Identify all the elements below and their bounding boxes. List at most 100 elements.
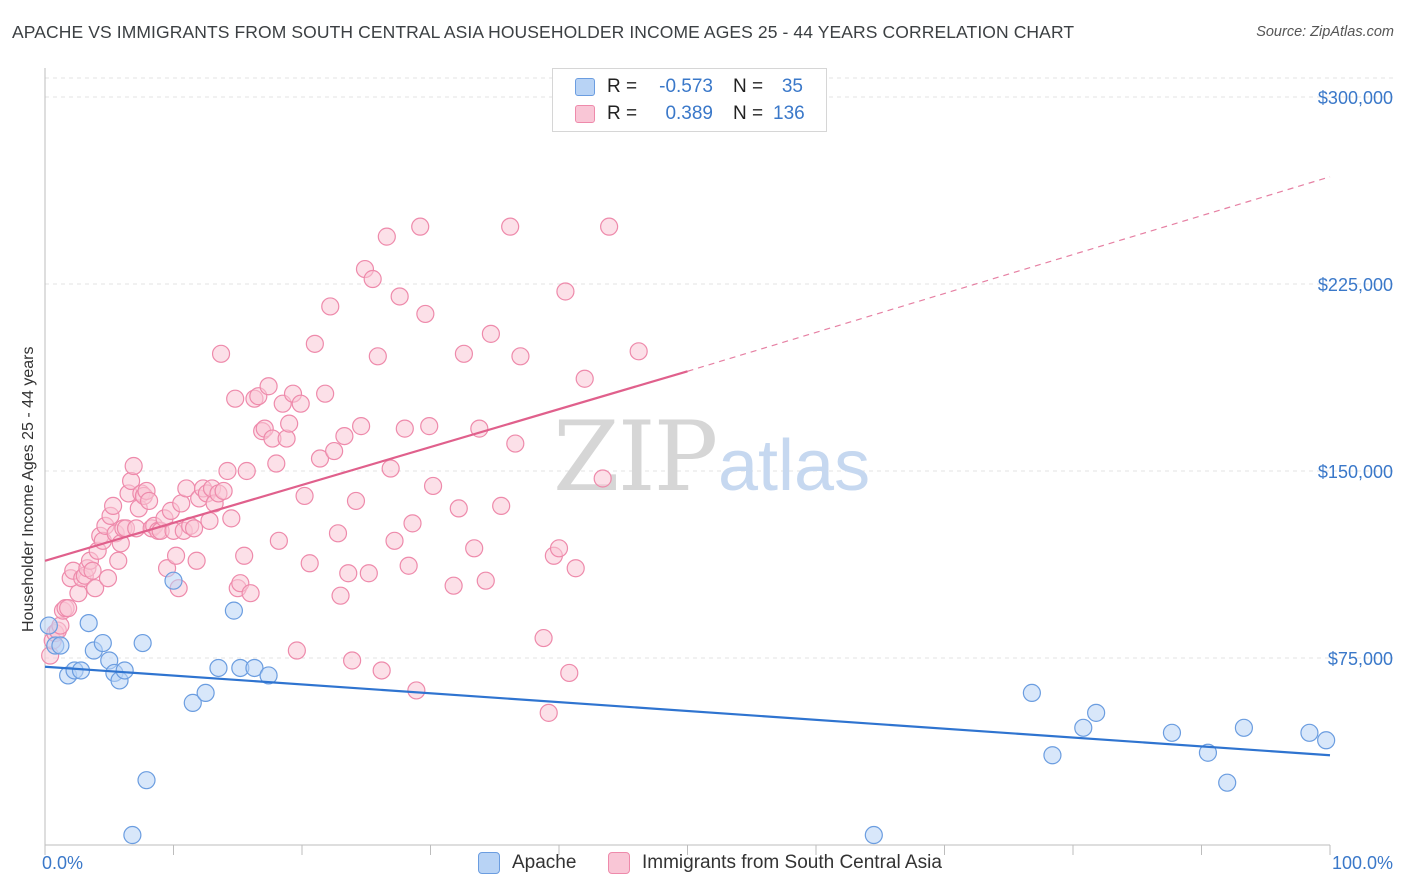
- immigrants-point-96: [343, 651, 362, 670]
- immigrants-point-63: [218, 461, 237, 481]
- immigrants-point-46: [166, 546, 186, 565]
- immigrants-point-98: [352, 417, 371, 436]
- apache-point-22: [245, 658, 264, 678]
- watermark-zip: ZIP: [553, 401, 716, 513]
- legend-row-immigrants: R = 0.389 N = 136: [575, 101, 805, 127]
- immigrants-trend-line: [44, 370, 688, 562]
- immigrants-point-103: [372, 661, 391, 680]
- immigrants-point-104: [377, 227, 396, 246]
- immigrants-point-37: [139, 491, 159, 511]
- immigrants-point-114: [420, 417, 439, 436]
- immigrants-point-62: [214, 481, 233, 501]
- immigrants-point-64: [222, 509, 241, 528]
- immigrants-point-84: [291, 394, 310, 413]
- immigrants-point-16: [86, 579, 105, 598]
- apache-point-0: [39, 616, 58, 635]
- immigrants-point-106: [385, 531, 404, 550]
- apache-point-20: [224, 601, 243, 620]
- immigrants-point-112: [411, 217, 430, 236]
- apache-legend-label: Apache: [512, 852, 577, 873]
- apache-swatch: [575, 78, 595, 96]
- immigrants-point-118: [454, 344, 474, 363]
- immigrants-points: [41, 217, 648, 722]
- immigrants-point-131: [556, 282, 575, 301]
- immigrants-point-68: [235, 546, 254, 565]
- legend-row-apache: R = -0.573 N = 35: [575, 74, 803, 100]
- immigrants-point-94: [335, 426, 354, 446]
- immigrants-point-7: [59, 599, 78, 618]
- legend-r-value: -0.573: [659, 76, 713, 97]
- immigrants-point-69: [237, 461, 256, 481]
- immigrants-point-110: [403, 514, 422, 533]
- immigrants-point-61: [211, 344, 231, 363]
- immigrants-point-125: [506, 434, 525, 453]
- apache-point-34: [1317, 731, 1336, 750]
- legend-item-immigrants[interactable]: Immigrants from South Central Asia: [608, 852, 942, 874]
- y-tick-label-1: $150,000: [1318, 462, 1393, 482]
- immigrants-point-91: [325, 441, 344, 461]
- legend-n-label: N =: [733, 76, 764, 97]
- immigrants-point-65: [226, 389, 245, 408]
- apache-point-2: [51, 636, 70, 655]
- immigrants-point-130: [549, 539, 569, 558]
- immigrants-point-119: [465, 539, 484, 558]
- y-tick-label-0: $75,000: [1328, 649, 1393, 669]
- immigrants-point-78: [269, 531, 288, 550]
- apache-point-23: [259, 666, 278, 685]
- immigrants-point-77: [267, 454, 286, 473]
- apache-point-15: [137, 771, 156, 790]
- immigrants-point-123: [492, 496, 511, 516]
- apache-point-8: [93, 633, 112, 653]
- immigrants-point-113: [416, 304, 435, 324]
- legend-n-value: 136: [773, 103, 805, 124]
- legend-n-value: 35: [781, 76, 803, 97]
- immigrants-point-92: [328, 524, 348, 543]
- y-tick-label-3: $300,000: [1318, 88, 1393, 108]
- immigrants-point-122: [481, 324, 500, 343]
- legend-r-label: R =: [607, 103, 638, 124]
- apache-point-30: [1198, 743, 1218, 762]
- immigrants-point-81: [280, 414, 299, 433]
- immigrants-point-97: [346, 491, 366, 511]
- y-tick-label-2: $225,000: [1318, 275, 1393, 295]
- apache-point-32: [1234, 718, 1254, 737]
- immigrants-point-87: [305, 334, 324, 353]
- x-tick-label-0: 0.0%: [42, 853, 83, 873]
- immigrants-point-52: [184, 519, 204, 538]
- immigrants-point-23: [104, 496, 123, 516]
- immigrants-point-89: [316, 384, 335, 403]
- immigrants-legend-swatch: [608, 852, 630, 874]
- immigrants-point-80: [277, 429, 296, 448]
- immigrants-point-31: [124, 456, 143, 476]
- immigrants-trend-extension: [687, 176, 1331, 372]
- apache-point-14: [133, 633, 152, 653]
- immigrants-point-108: [395, 419, 414, 438]
- chart-title: APACHE VS IMMIGRANTS FROM SOUTH CENTRAL …: [12, 22, 1075, 42]
- immigrants-point-137: [629, 342, 648, 361]
- immigrants-point-10: [69, 584, 88, 603]
- immigrants-point-136: [600, 217, 619, 236]
- apache-point-27: [1074, 718, 1093, 737]
- apache-point-33: [1300, 723, 1319, 742]
- immigrants-point-70: [241, 584, 260, 603]
- immigrants-point-121: [476, 571, 495, 590]
- legend-item-apache[interactable]: Apache: [478, 852, 576, 874]
- immigrants-point-25: [109, 551, 128, 570]
- apache-trend-line: [44, 665, 1331, 757]
- apache-point-17: [183, 693, 202, 712]
- watermark-atlas: atlas: [718, 426, 870, 506]
- immigrants-point-105: [381, 459, 400, 478]
- apache-point-28: [1087, 703, 1106, 722]
- ticks: $75,000 $150,000 $225,000 $300,000: [44, 88, 1393, 855]
- immigrants-point-124: [501, 217, 520, 236]
- x-tick-label-1: 100.0%: [1332, 853, 1393, 873]
- immigrants-point-53: [187, 551, 206, 570]
- immigrants-point-93: [331, 586, 350, 605]
- immigrants-point-85: [295, 486, 314, 506]
- apache-point-12: [115, 661, 134, 680]
- immigrants-legend-label: Immigrants from South Central Asia: [642, 852, 942, 873]
- legend-r-value: 0.389: [665, 103, 713, 124]
- apache-point-31: [1218, 773, 1237, 792]
- apache-point-13: [123, 825, 142, 845]
- immigrants-point-111: [407, 681, 426, 700]
